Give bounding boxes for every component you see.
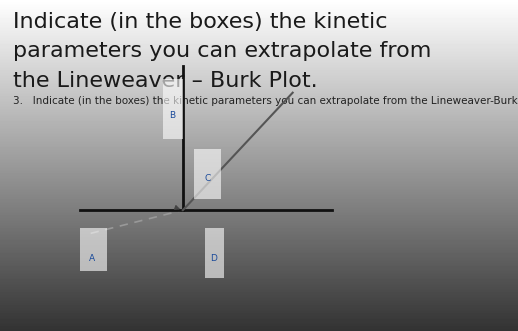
Text: the Lineweaver – Burk Plot.: the Lineweaver – Burk Plot. <box>13 71 318 91</box>
Text: 3.   Indicate (in the boxes) the kinetic parameters you can extrapolate from the: 3. Indicate (in the boxes) the kinetic p… <box>13 96 518 106</box>
Bar <box>163 79 183 139</box>
Text: parameters you can extrapolate from: parameters you can extrapolate from <box>13 41 431 61</box>
Bar <box>80 228 107 271</box>
Text: A: A <box>89 254 95 263</box>
Bar <box>194 149 221 199</box>
Bar <box>80 228 107 271</box>
Text: B: B <box>169 111 175 120</box>
Bar <box>205 228 224 278</box>
Text: Indicate (in the boxes) the kinetic: Indicate (in the boxes) the kinetic <box>13 12 387 31</box>
Text: C: C <box>204 174 210 183</box>
Bar <box>194 149 221 199</box>
Bar <box>163 79 183 139</box>
Bar <box>205 228 224 278</box>
Text: D: D <box>210 254 217 263</box>
